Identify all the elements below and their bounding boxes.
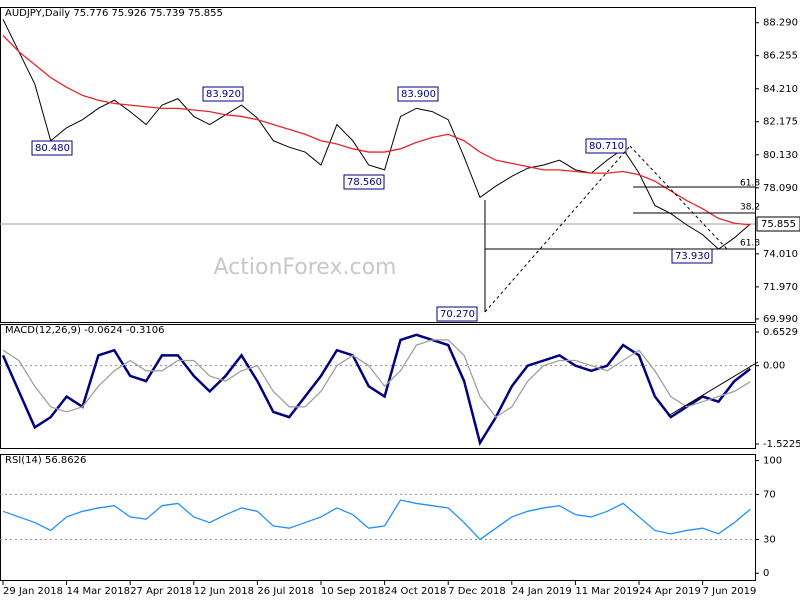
x-tick-label: 10 Sep 2018 — [321, 586, 384, 597]
y-tick-label: 0.6529 — [763, 327, 798, 338]
price-label-box — [397, 86, 439, 102]
price-label: 83.900 — [401, 89, 436, 100]
price-label: 70.270 — [440, 309, 475, 320]
price-label: 80.710 — [589, 141, 624, 152]
x-tick-label: 7 Jun 2019 — [703, 586, 757, 597]
x-tick-label: 7 Dec 2018 — [448, 586, 506, 597]
y-tick-label: 100 — [763, 456, 782, 467]
x-tick-label: 29 Jan 2018 — [3, 586, 63, 597]
x-tick-label: 24 Oct 2018 — [385, 586, 447, 597]
fib-label: 61.8 — [740, 179, 760, 189]
last-price-box — [756, 216, 800, 232]
x-tick-label: 26 Jul 2018 — [257, 586, 314, 597]
panel-frame — [0, 7, 756, 323]
price-label-box — [31, 140, 73, 156]
y-tick-label: 0.00 — [763, 361, 785, 372]
x-tick-label: 24 Jan 2019 — [512, 586, 572, 597]
y-tick-label: 70 — [763, 489, 776, 500]
series-line — [1, 333, 752, 447]
series-line — [2, 339, 751, 418]
y-tick-label: -1.5225 — [763, 439, 800, 450]
fib-label: 38.2 — [740, 203, 760, 213]
x-tick-label: 14 Mar 2018 — [67, 586, 130, 597]
price-label: 73.930 — [675, 251, 710, 262]
y-tick-label: 82.175 — [763, 117, 798, 128]
x-tick-label: 27 Apr 2018 — [130, 586, 192, 597]
price-label-box — [202, 86, 244, 102]
y-tick-label: 84.210 — [763, 84, 798, 95]
y-tick-label: 30 — [763, 534, 776, 545]
y-tick-label: 69.990 — [763, 314, 798, 325]
series-line — [2, 35, 751, 226]
price-label-box — [436, 306, 478, 322]
price-label: 78.560 — [347, 177, 382, 188]
fib-label: 61.8 — [740, 239, 760, 249]
panel-title: AUDJPY,Daily 75.776 75.926 75.739 75.855 — [5, 8, 223, 19]
x-tick-label: 12 Jun 2018 — [194, 586, 254, 597]
y-tick-label: 88.290 — [763, 18, 798, 29]
panel-title: MACD(12,26,9) -0.0624 -0.3106 — [5, 325, 165, 336]
price-label-box — [585, 138, 627, 154]
trend-dash — [484, 145, 631, 313]
panel-frame — [0, 454, 756, 581]
macd-trendline — [667, 361, 759, 417]
last-price-label: 75.855 — [761, 219, 796, 230]
series-line — [2, 499, 751, 541]
y-tick-label: 86.255 — [763, 51, 798, 62]
y-tick-label: 80.130 — [763, 150, 798, 161]
x-tick-label: 24 Apr 2019 — [639, 586, 701, 597]
panel-title: RSI(14) 56.8626 — [5, 455, 86, 466]
price-label: 83.920 — [206, 89, 241, 100]
price-label: 80.480 — [35, 143, 70, 154]
y-tick-label: 78.090 — [763, 183, 798, 194]
panel-frame — [0, 324, 756, 449]
y-tick-label: 71.970 — [763, 282, 798, 293]
y-tick-label: 0 — [763, 568, 769, 579]
x-tick-label: 11 Mar 2019 — [575, 586, 638, 597]
y-tick-label: 74.010 — [763, 249, 798, 260]
watermark: ActionForex.com — [214, 255, 397, 280]
price-label-box — [343, 174, 385, 190]
